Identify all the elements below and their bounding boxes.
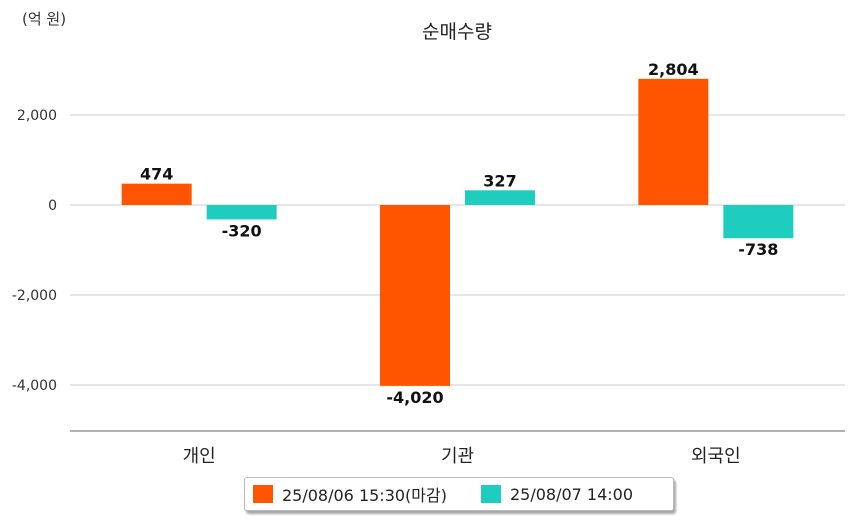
data-label: 2,804 — [648, 60, 699, 79]
legend: 25/08/06 15:30(마감) 25/08/07 14:00 — [244, 477, 674, 511]
bar-2-3[interactable] — [723, 205, 794, 239]
y-axis-ticks: 2,000 0 -2,000 -4,000 — [12, 108, 57, 394]
unit-label: (억 원) — [22, 10, 66, 28]
legend-swatch-series-2 — [480, 485, 501, 503]
gridlines — [70, 114, 845, 386]
data-label: 327 — [483, 171, 516, 190]
x-tick-label: 개인 — [183, 446, 216, 467]
data-labels: 474 -320 -4,020 327 2,804 -738 — [140, 60, 778, 407]
legend-label-series-2: 25/08/07 14:00 — [509, 484, 634, 504]
legend-item-series-2[interactable]: 25/08/07 14:00 — [480, 484, 634, 504]
x-tick-label: 기관 — [441, 446, 474, 467]
data-label: 474 — [140, 165, 173, 184]
bar-1-2[interactable] — [380, 205, 450, 386]
bar-2-2[interactable] — [465, 190, 535, 205]
bars — [121, 78, 794, 386]
y-tick-label: 0 — [48, 198, 57, 214]
chart-title: 순매수량 — [422, 21, 492, 43]
y-tick-label: -4,000 — [12, 378, 57, 394]
x-axis-ticks: 개인 기관 외국인 — [183, 446, 741, 467]
y-tick-label: 2,000 — [17, 108, 57, 124]
x-tick-label: 외국인 — [691, 446, 741, 467]
legend-label-series-1: 25/08/06 15:30(마감) — [282, 486, 447, 505]
bar-1-3[interactable] — [638, 78, 709, 205]
data-label: -738 — [738, 240, 778, 259]
legend-swatch-series-1 — [253, 485, 273, 503]
data-label: -4,020 — [386, 388, 443, 407]
legend-item-series-1[interactable]: 25/08/06 15:30(마감) — [253, 482, 447, 506]
data-label: -320 — [222, 221, 262, 240]
bar-2-1[interactable] — [206, 205, 277, 220]
bar-1-1[interactable] — [121, 183, 192, 205]
y-tick-label: -2,000 — [12, 288, 57, 304]
